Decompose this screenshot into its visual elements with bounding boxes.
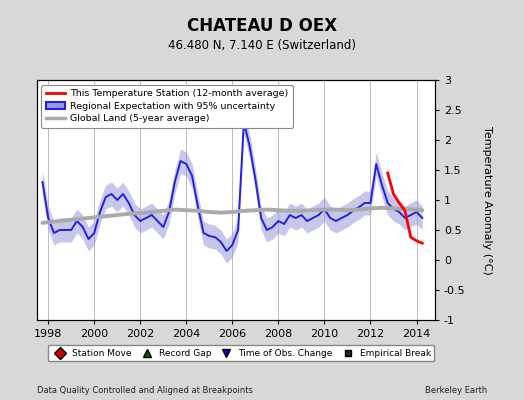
Text: Berkeley Earth: Berkeley Earth [425,386,487,395]
Text: CHATEAU D OEX: CHATEAU D OEX [187,17,337,35]
Legend: Station Move, Record Gap, Time of Obs. Change, Empirical Break: Station Move, Record Gap, Time of Obs. C… [48,345,434,362]
Text: 46.480 N, 7.140 E (Switzerland): 46.480 N, 7.140 E (Switzerland) [168,40,356,52]
Text: Data Quality Controlled and Aligned at Breakpoints: Data Quality Controlled and Aligned at B… [37,386,253,395]
Legend: This Temperature Station (12-month average), Regional Expectation with 95% uncer: This Temperature Station (12-month avera… [41,85,293,128]
Y-axis label: Temperature Anomaly (°C): Temperature Anomaly (°C) [482,126,492,274]
